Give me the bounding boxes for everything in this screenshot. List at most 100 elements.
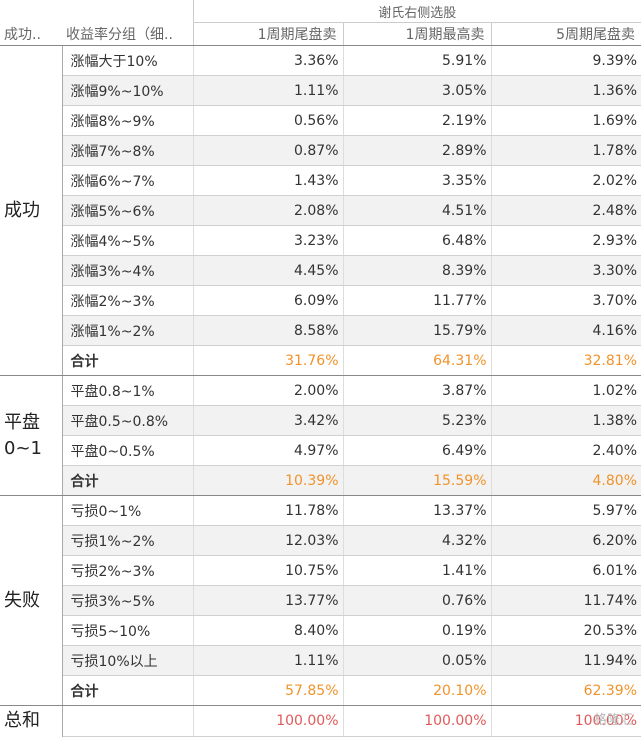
value-cell: 2.19%: [343, 106, 491, 136]
total-value: 57.85%: [193, 676, 343, 706]
value-cell: 3.87%: [343, 376, 491, 406]
value-cell: 3.35%: [343, 166, 491, 196]
value-cell: 11.94%: [491, 646, 641, 676]
row-label: 亏损3%~5%: [62, 586, 193, 616]
table-row: 涨幅6%~7%1.43%3.35%2.02%: [0, 166, 641, 196]
row-label: 涨幅7%~8%: [62, 136, 193, 166]
value-cell: 5.91%: [343, 46, 491, 76]
value-cell: 6.49%: [343, 436, 491, 466]
table-body: 成功涨幅大于10%3.36%5.91%9.39%涨幅9%~10%1.11%3.0…: [0, 46, 641, 737]
table-row: 亏损5~10%8.40%0.19%20.53%: [0, 616, 641, 646]
row-label: 平盘0.5~0.8%: [62, 406, 193, 436]
table-row: 涨幅4%~5%3.23%6.48%2.93%: [0, 226, 641, 256]
value-cell: 6.09%: [193, 286, 343, 316]
row-label: 平盘0~0.5%: [62, 436, 193, 466]
value-cell: 2.93%: [491, 226, 641, 256]
row-label: 涨幅大于10%: [62, 46, 193, 76]
value-cell: 0.05%: [343, 646, 491, 676]
row-label: 亏损2%~3%: [62, 556, 193, 586]
value-cell: 4.32%: [343, 526, 491, 556]
table-row: 涨幅9%~10%1.11%3.05%1.36%: [0, 76, 641, 106]
total-value: 31.76%: [193, 346, 343, 376]
value-cell: 1.78%: [491, 136, 641, 166]
value-cell: 2.40%: [491, 436, 641, 466]
value-cell: 11.78%: [193, 496, 343, 526]
value-cell: 0.56%: [193, 106, 343, 136]
value-cell: 8.39%: [343, 256, 491, 286]
value-cell: 1.69%: [491, 106, 641, 136]
total-value: 20.10%: [343, 676, 491, 706]
row-label: 涨幅8%~9%: [62, 106, 193, 136]
row-label: 涨幅6%~7%: [62, 166, 193, 196]
group-label: 失败: [0, 496, 62, 706]
value-cell: 3.36%: [193, 46, 343, 76]
table-row: 平盘0.5~0.8%3.42%5.23%1.38%: [0, 406, 641, 436]
value-cell: 12.03%: [193, 526, 343, 556]
column-header-2[interactable]: 1周期最高卖: [343, 23, 491, 46]
value-cell: 1.43%: [193, 166, 343, 196]
value-cell: 11.77%: [343, 286, 491, 316]
value-cell: 2.48%: [491, 196, 641, 226]
column-header-1[interactable]: 1周期尾盘卖: [193, 23, 343, 46]
table-row: 亏损3%~5%13.77%0.76%11.74%: [0, 586, 641, 616]
table-row: 涨幅1%~2%8.58%15.79%4.16%: [0, 316, 641, 346]
table-row: 成功涨幅大于10%3.36%5.91%9.39%: [0, 46, 641, 76]
value-cell: 4.16%: [491, 316, 641, 346]
total-value: 64.31%: [343, 346, 491, 376]
table-row: 涨幅8%~9%0.56%2.19%1.69%: [0, 106, 641, 136]
total-value: 32.81%: [491, 346, 641, 376]
value-cell: 3.23%: [193, 226, 343, 256]
value-cell: 0.76%: [343, 586, 491, 616]
value-cell: 0.87%: [193, 136, 343, 166]
table-row: 涨幅7%~8%0.87%2.89%1.78%: [0, 136, 641, 166]
value-cell: 3.42%: [193, 406, 343, 436]
table-row: 涨幅3%~4%4.45%8.39%3.30%: [0, 256, 641, 286]
value-cell: 4.51%: [343, 196, 491, 226]
row-label: 涨幅1%~2%: [62, 316, 193, 346]
column-header-label[interactable]: 收益率分组（细..: [62, 23, 193, 46]
column-header-group[interactable]: 成功..: [0, 23, 62, 46]
value-cell: 5.97%: [491, 496, 641, 526]
value-cell: 6.48%: [343, 226, 491, 256]
value-cell: 2.00%: [193, 376, 343, 406]
value-cell: 4.97%: [193, 436, 343, 466]
column-header-3[interactable]: 5周期尾盘卖: [491, 23, 641, 46]
value-cell: 8.40%: [193, 616, 343, 646]
value-cell: 1.11%: [193, 76, 343, 106]
row-label: 涨幅5%~6%: [62, 196, 193, 226]
value-cell: 1.36%: [491, 76, 641, 106]
empty-cell: [62, 706, 193, 737]
value-cell: 2.08%: [193, 196, 343, 226]
grand-total-value: 100.00%: [193, 706, 343, 737]
value-cell: 13.77%: [193, 586, 343, 616]
value-cell: 9.39%: [491, 46, 641, 76]
grand-total-value: 100.00%: [343, 706, 491, 737]
table-row: 亏损2%~3%10.75%1.41%6.01%: [0, 556, 641, 586]
table-row: 亏损1%~2%12.03%4.32%6.20%: [0, 526, 641, 556]
total-label: 合计: [62, 346, 193, 376]
value-cell: 1.41%: [343, 556, 491, 586]
value-cell: 10.75%: [193, 556, 343, 586]
value-cell: 13.37%: [343, 496, 491, 526]
value-cell: 2.89%: [343, 136, 491, 166]
value-cell: 3.70%: [491, 286, 641, 316]
row-label: 涨幅2%~3%: [62, 286, 193, 316]
table-row: 涨幅5%~6%2.08%4.51%2.48%: [0, 196, 641, 226]
total-value: 4.80%: [491, 466, 641, 496]
value-cell: 1.38%: [491, 406, 641, 436]
total-label: 合计: [62, 466, 193, 496]
value-cell: 5.23%: [343, 406, 491, 436]
row-label: 亏损5~10%: [62, 616, 193, 646]
row-label: 涨幅4%~5%: [62, 226, 193, 256]
table-row: 平盘0~0.5%4.97%6.49%2.40%: [0, 436, 641, 466]
value-cell: 11.74%: [491, 586, 641, 616]
table-row: 失败亏损0~1%11.78%13.37%5.97%: [0, 496, 641, 526]
value-cell: 0.19%: [343, 616, 491, 646]
